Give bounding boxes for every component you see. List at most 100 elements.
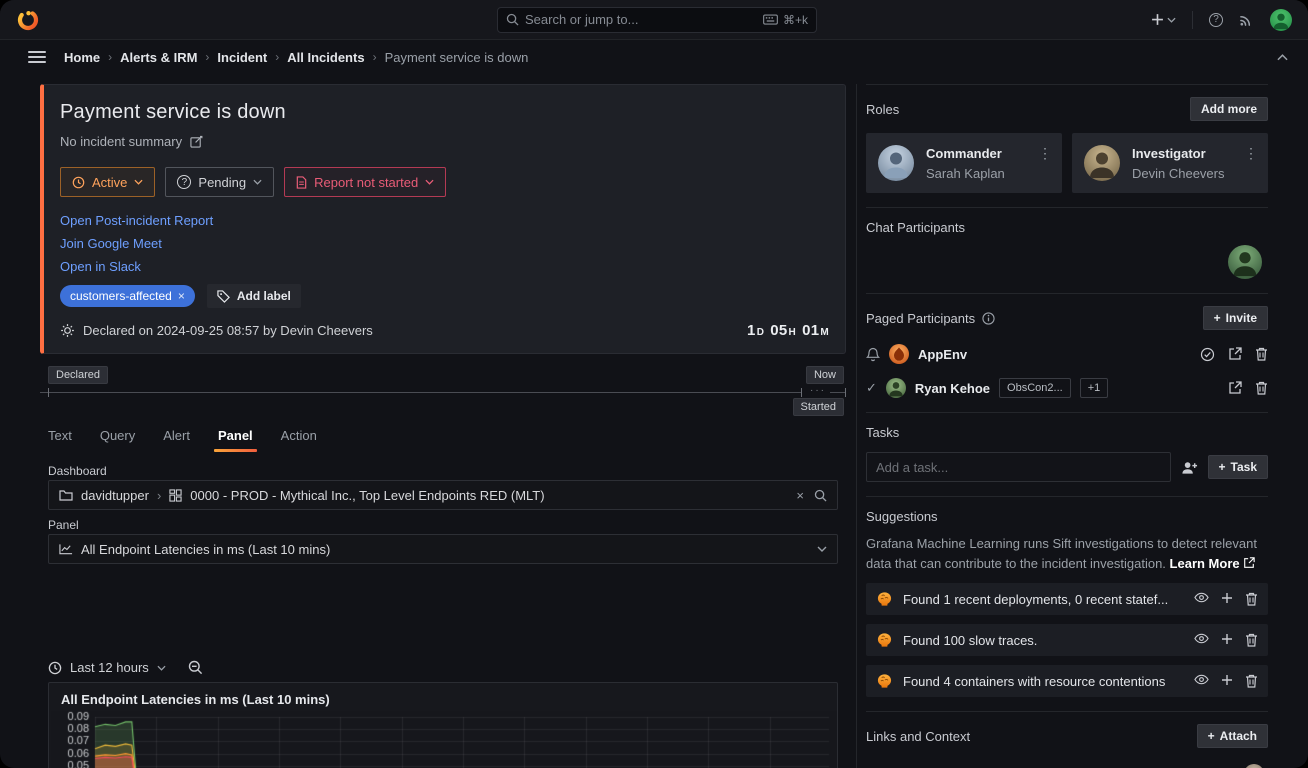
- search-input[interactable]: [525, 12, 757, 27]
- panel-field-label: Panel: [48, 518, 79, 532]
- time-range-row: Last 12 hours: [48, 660, 203, 675]
- news-icon[interactable]: [1239, 12, 1254, 27]
- dashboard-icon: [169, 488, 182, 502]
- role-card-investigator: Investigator Devin Cheevers ⋮: [1072, 133, 1268, 193]
- open-report-link[interactable]: Open Post-incident Report: [60, 213, 214, 228]
- trash-icon[interactable]: [1255, 347, 1268, 362]
- sidebar-divider: [856, 84, 857, 768]
- suggestion-item[interactable]: Found 4 containers with resource content…: [866, 665, 1268, 698]
- suggestions-description: Grafana Machine Learning runs Sift inves…: [866, 536, 1257, 572]
- external-link-icon[interactable]: [1228, 346, 1242, 362]
- help-icon[interactable]: ?: [1209, 12, 1223, 27]
- chevron-down-icon: [817, 546, 827, 552]
- trash-icon[interactable]: [1245, 633, 1258, 647]
- label-chip[interactable]: customers-affected ×: [60, 285, 195, 307]
- search-shortcut: ⌘+k: [782, 12, 808, 27]
- preview-eye-icon[interactable]: [1194, 633, 1209, 647]
- panel-select[interactable]: All Endpoint Latencies in ms (Last 10 mi…: [48, 534, 838, 564]
- learn-more-link[interactable]: Learn More: [1170, 556, 1256, 571]
- chevron-down-icon: [157, 665, 166, 671]
- tab-panel[interactable]: Panel: [214, 428, 257, 452]
- chevron-down-icon: [134, 179, 143, 185]
- status-dropdown[interactable]: Active: [60, 167, 156, 197]
- trash-icon[interactable]: [1255, 381, 1268, 395]
- bell-icon: [866, 347, 880, 361]
- add-icon[interactable]: [1221, 592, 1233, 606]
- incident-summary-text: No incident summary: [60, 134, 183, 149]
- avatar: [878, 145, 914, 181]
- role-name: Investigator: [1132, 145, 1206, 161]
- sift-brain-icon: [877, 674, 892, 688]
- breadcrumb-home[interactable]: Home: [64, 49, 101, 65]
- menu-icon[interactable]: [28, 51, 46, 63]
- add-icon[interactable]: [1221, 674, 1233, 688]
- add-task-button[interactable]: + Task: [1207, 455, 1268, 479]
- invite-button[interactable]: + Invite: [1202, 306, 1268, 330]
- clear-icon[interactable]: ×: [796, 487, 804, 503]
- assign-user-icon[interactable]: [1181, 460, 1198, 475]
- suggestion-item[interactable]: Found 1 recent deployments, 0 recent sta…: [866, 583, 1268, 616]
- global-search[interactable]: ⌘+k: [497, 6, 817, 33]
- acknowledge-icon[interactable]: [1200, 347, 1215, 362]
- remove-label-icon[interactable]: ×: [177, 289, 185, 303]
- tab-text[interactable]: Text: [48, 428, 72, 443]
- breadcrumb-alerts-irm[interactable]: Alerts & IRM: [120, 49, 198, 65]
- latency-area-chart[interactable]: [51, 711, 837, 768]
- links-context-title: Links and Context: [866, 728, 971, 744]
- time-range-picker[interactable]: Last 12 hours: [70, 660, 149, 675]
- incident-duration: 1d 05h 01m: [747, 322, 829, 339]
- chevron-up-icon[interactable]: [1277, 53, 1288, 61]
- tab-action[interactable]: Action: [280, 428, 317, 443]
- suggestions-section: Suggestions Grafana Machine Learning run…: [866, 496, 1268, 711]
- zoom-out-icon[interactable]: [188, 660, 203, 675]
- open-slack-link[interactable]: Open in Slack: [60, 259, 141, 274]
- check-icon: ✓: [866, 380, 877, 395]
- breadcrumb-incident[interactable]: Incident: [217, 49, 268, 65]
- incident-timeline: Declared Now ··· Started: [40, 362, 846, 416]
- add-menu-button[interactable]: [1151, 13, 1176, 26]
- kebab-menu-icon[interactable]: ⋮: [1244, 145, 1258, 161]
- timeline-line[interactable]: [40, 392, 802, 393]
- tab-alert[interactable]: Alert: [163, 428, 190, 443]
- dashboard-select[interactable]: davidtupper › 0000 - PROD - Mythical Inc…: [48, 480, 838, 510]
- timeline-now-chip: Now: [805, 366, 844, 384]
- chat-participant-avatar[interactable]: [1228, 245, 1262, 279]
- report-dropdown[interactable]: Report not started: [284, 167, 447, 197]
- breadcrumb: Home › Alerts & IRM › Incident › All Inc…: [64, 49, 529, 65]
- info-icon: [982, 311, 995, 325]
- document-icon: [296, 175, 307, 189]
- more-chip[interactable]: +1: [1079, 378, 1109, 398]
- add-task-input[interactable]: [866, 452, 1171, 482]
- join-meet-link[interactable]: Join Google Meet: [60, 236, 162, 251]
- search-icon: [814, 489, 827, 502]
- preview-eye-icon[interactable]: [1194, 592, 1209, 606]
- user-avatar[interactable]: [1270, 8, 1292, 31]
- add-label-button[interactable]: Add label: [206, 284, 301, 308]
- suggestion-item[interactable]: Found 100 slow traces.: [866, 624, 1268, 657]
- external-link-icon[interactable]: [1228, 381, 1242, 395]
- timeline-started-chip: Started: [792, 398, 844, 416]
- trash-icon[interactable]: [1245, 592, 1258, 606]
- edit-summary-icon[interactable]: [190, 135, 203, 148]
- suggestion-text: Found 4 containers with resource content…: [903, 673, 1166, 689]
- severity-dropdown[interactable]: ? Pending: [165, 167, 275, 197]
- kebab-menu-icon[interactable]: ⋮: [1038, 145, 1052, 161]
- attach-button[interactable]: + Attach: [1196, 724, 1268, 749]
- grafana-logo-icon[interactable]: [16, 8, 40, 32]
- incident-title: Payment service is down: [60, 101, 286, 123]
- role-name: Commander: [926, 145, 1002, 161]
- incident-card: Payment service is down No incident summ…: [40, 84, 846, 354]
- timeline-dots: ···: [810, 385, 826, 396]
- tab-query[interactable]: Query: [99, 428, 136, 443]
- editor-tabs: Text Query Alert Panel Action: [48, 428, 317, 452]
- chat-participants-title: Chat Participants: [866, 220, 965, 235]
- roles-section: Roles Add more Commander Sarah Kaplan ⋮: [866, 84, 1268, 207]
- breadcrumb-all-incidents[interactable]: All Incidents: [287, 49, 365, 65]
- schedule-chip[interactable]: ObsCon2...: [999, 378, 1071, 398]
- add-more-roles-button[interactable]: Add more: [1189, 97, 1268, 121]
- add-icon[interactable]: [1221, 633, 1233, 647]
- preview-eye-icon[interactable]: [1194, 674, 1209, 688]
- graph-icon: [59, 544, 73, 555]
- link-item-sedemo[interactable]: SEDEMO: [866, 764, 1268, 768]
- trash-icon[interactable]: [1245, 674, 1258, 688]
